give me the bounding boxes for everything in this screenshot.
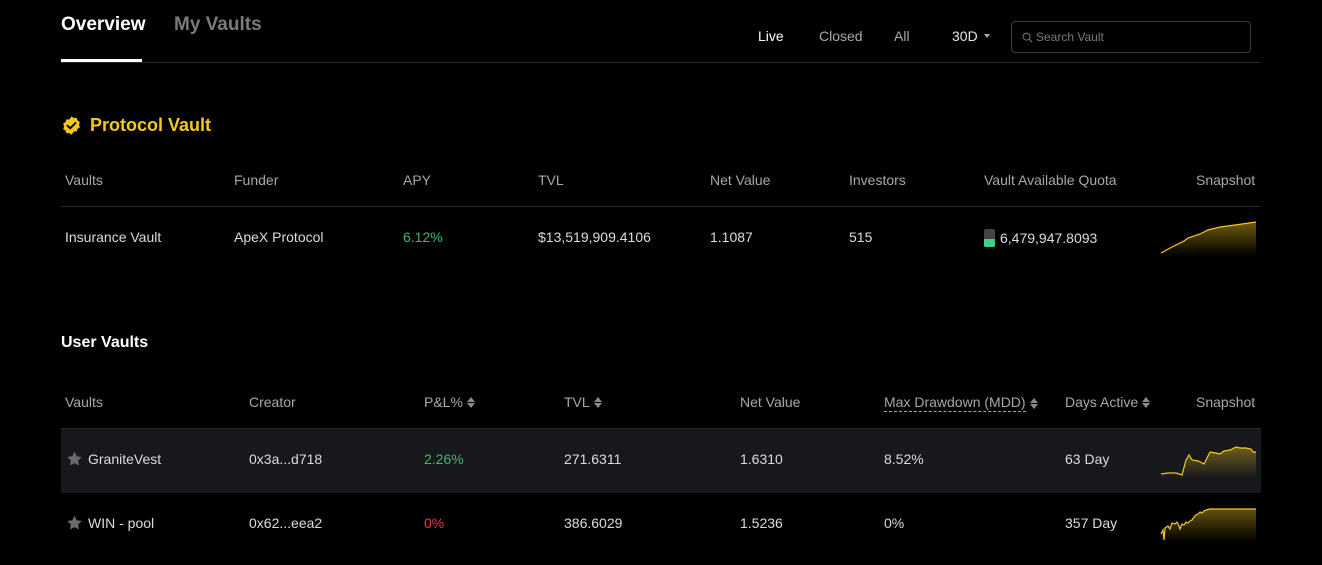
- col-available-quota: Vault Available Quota: [984, 172, 1117, 188]
- vault-name[interactable]: WIN - pool: [88, 515, 155, 531]
- search-input[interactable]: [1036, 30, 1236, 44]
- pnl: 0%: [424, 515, 445, 531]
- available-quota: 6,479,947.8093: [984, 229, 1097, 247]
- vault-name[interactable]: GraniteVest: [88, 451, 162, 467]
- pnl: 2.26%: [424, 451, 464, 467]
- col-tvl-label: TVL: [564, 394, 590, 410]
- vault-cell[interactable]: WIN - pool: [66, 515, 154, 531]
- tvl: $13,519,909.4106: [538, 229, 651, 245]
- snapshot-sparkline: [1160, 221, 1257, 256]
- search-box[interactable]: [1011, 21, 1251, 53]
- col-snapshot: Snapshot: [1196, 172, 1256, 188]
- creator: 0x3a...d718: [249, 451, 323, 467]
- protocol-vault-title: Protocol Vault: [90, 115, 212, 135]
- sort-icon[interactable]: [1142, 396, 1151, 408]
- star-icon[interactable]: [66, 451, 83, 467]
- divider: [61, 428, 1261, 429]
- col-vaults: Vaults: [65, 172, 103, 188]
- col-vaults: Vaults: [65, 394, 103, 410]
- filter-closed[interactable]: Closed: [819, 28, 863, 44]
- mdd: 0%: [884, 515, 905, 531]
- col-days-active-label: Days Active: [1065, 394, 1139, 410]
- mdd: 8.52%: [884, 451, 924, 467]
- days-active: 63 Day: [1065, 451, 1110, 467]
- investors: 515: [849, 229, 873, 245]
- divider: [61, 206, 1261, 207]
- filter-live[interactable]: Live: [758, 28, 784, 44]
- col-pnl[interactable]: P&L%: [424, 394, 475, 410]
- available-quota-value: 6,479,947.8093: [1000, 230, 1098, 246]
- col-investors: Investors: [849, 172, 906, 188]
- sort-icon[interactable]: [593, 396, 602, 408]
- search-icon: [1022, 32, 1033, 42]
- chevron-down-icon: [983, 34, 990, 38]
- period-dropdown[interactable]: 30D: [952, 28, 990, 44]
- col-creator: Creator: [249, 394, 296, 410]
- table-row[interactable]: [61, 429, 1261, 493]
- snapshot-sparkline: [1160, 508, 1256, 542]
- col-snapshot: Snapshot: [1196, 394, 1256, 410]
- col-tvl[interactable]: TVL: [564, 394, 602, 410]
- apy: 6.12%: [403, 229, 443, 245]
- period-value: 30D: [952, 28, 978, 44]
- net-value: 1.1087: [710, 229, 753, 245]
- verified-badge-icon: [63, 116, 80, 135]
- star-icon[interactable]: [66, 515, 83, 531]
- top-bar: Overview My Vaults Live Closed All 30D: [61, 0, 1261, 63]
- days-active: 357 Day: [1065, 515, 1118, 531]
- funder: ApeX Protocol: [234, 229, 324, 245]
- tvl: 386.6029: [564, 515, 623, 531]
- sort-icon[interactable]: [1029, 397, 1038, 409]
- col-days-active[interactable]: Days Active: [1065, 394, 1151, 410]
- snapshot-sparkline: [1160, 446, 1256, 478]
- col-mdd-label[interactable]: Max Drawdown (MDD): [884, 394, 1026, 412]
- col-funder: Funder: [234, 172, 279, 188]
- tab-my-vaults[interactable]: My Vaults: [174, 14, 262, 35]
- user-vaults-heading: User Vaults: [61, 334, 149, 351]
- protocol-vault-heading: Protocol Vault: [61, 115, 211, 136]
- active-tab-indicator: [61, 59, 142, 62]
- col-tvl: TVL: [538, 172, 564, 188]
- vault-name[interactable]: Insurance Vault: [65, 229, 162, 245]
- col-net-value: Net Value: [710, 172, 771, 188]
- sort-icon[interactable]: [466, 396, 475, 408]
- filter-all[interactable]: All: [894, 28, 910, 44]
- net-value: 1.5236: [740, 515, 783, 531]
- creator: 0x62...eea2: [249, 515, 323, 531]
- quota-gauge-icon: [984, 229, 995, 247]
- vault-cell[interactable]: GraniteVest: [66, 451, 161, 467]
- net-value: 1.6310: [740, 451, 783, 467]
- col-pnl-label: P&L%: [424, 394, 463, 410]
- col-net-value: Net Value: [740, 394, 801, 410]
- tab-overview[interactable]: Overview: [61, 14, 146, 35]
- col-apy: APY: [403, 172, 432, 188]
- tvl: 271.6311: [564, 451, 622, 467]
- col-mdd[interactable]: Max Drawdown (MDD): [884, 394, 1038, 412]
